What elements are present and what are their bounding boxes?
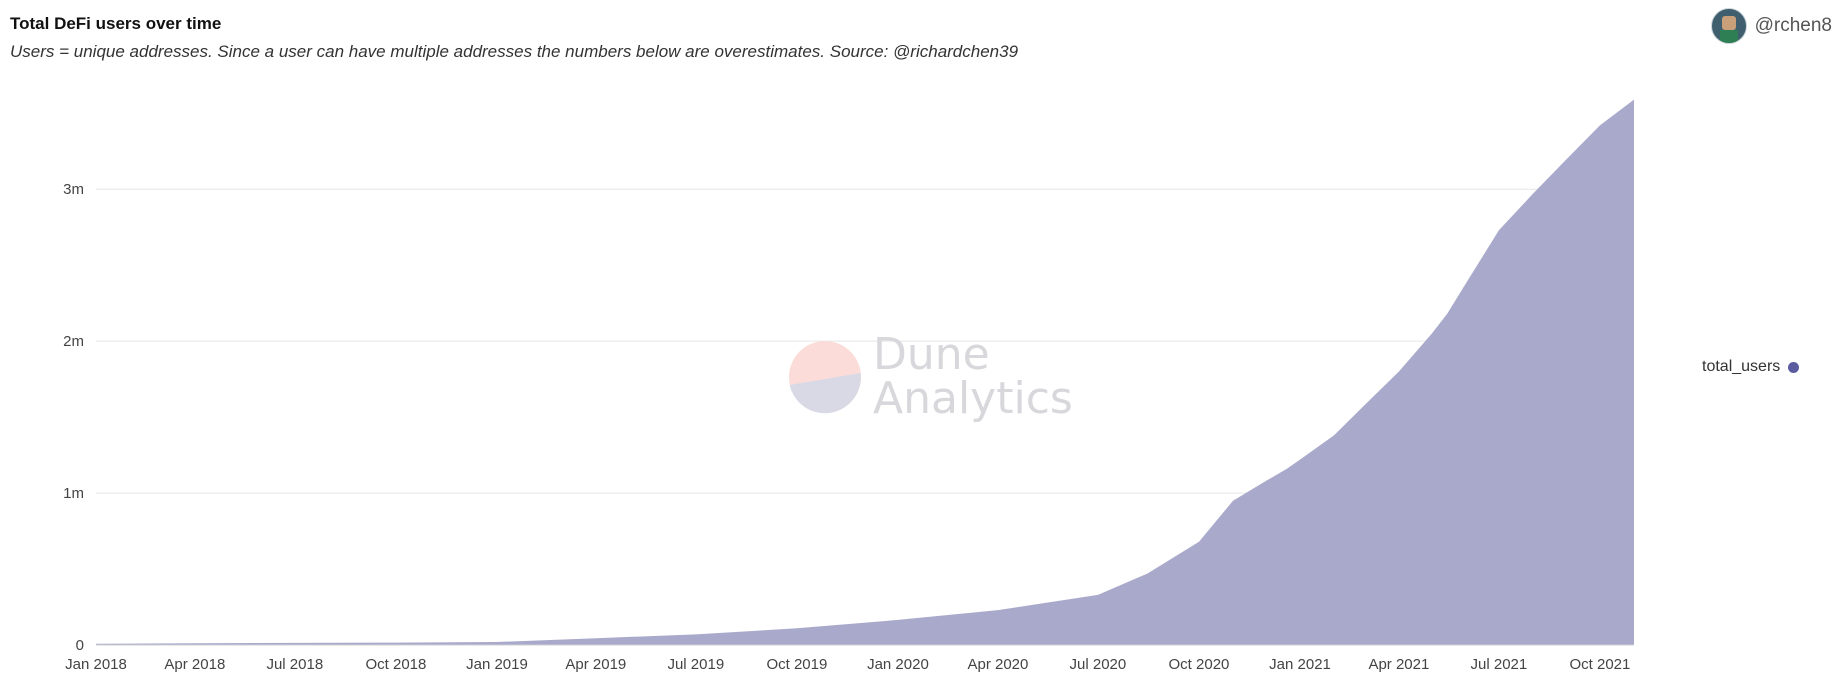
x-tick-label: Jul 2018 [266,656,323,673]
y-tick-label: 2m [63,333,84,350]
x-tick-label: Jan 2019 [466,656,528,673]
y-tick-label: 3m [63,181,84,198]
x-tick-label: Jan 2018 [65,656,127,673]
x-tick-label: Oct 2019 [766,656,827,673]
y-tick-label: 1m [63,485,84,502]
series-area [96,99,1634,646]
x-tick-label: Apr 2021 [1368,656,1429,673]
axes: 0 1m 2m 3m Jan 2018 Apr 2018 Jul 2018 Oct 2018 J… [63,181,1634,673]
x-tick-label: Apr 2020 [967,656,1028,673]
x-tick-label: Apr 2019 [565,656,626,673]
x-tick-label: Jan 2020 [867,656,929,673]
x-tick-label: Apr 2018 [164,656,225,673]
avatar[interactable] [1710,8,1747,44]
x-tick-label: Oct 2018 [365,656,426,673]
area-series-total_users [96,99,1634,646]
x-tick-label: Jan 2021 [1269,656,1331,673]
legend-item-total-users[interactable]: total_users [1702,358,1800,376]
legend-label: total_users [1702,358,1781,375]
x-tick-label: Oct 2021 [1570,656,1631,673]
chart-subtitle: Users = unique addresses. Since a user c… [10,42,1019,61]
x-tick-label: Jul 2020 [1070,656,1127,673]
x-tick-label: Oct 2020 [1169,656,1230,673]
y-tick-label: 0 [76,637,84,654]
legend-dot-icon [1788,361,1800,373]
x-tick-label: Jul 2019 [667,656,724,673]
author-handle[interactable]: @rchen8 [1754,15,1832,36]
x-tick-label: Jul 2021 [1471,656,1528,673]
chart-title: Total DeFi users over time [10,14,222,33]
author-link[interactable]: @rchen8 [1710,8,1832,44]
